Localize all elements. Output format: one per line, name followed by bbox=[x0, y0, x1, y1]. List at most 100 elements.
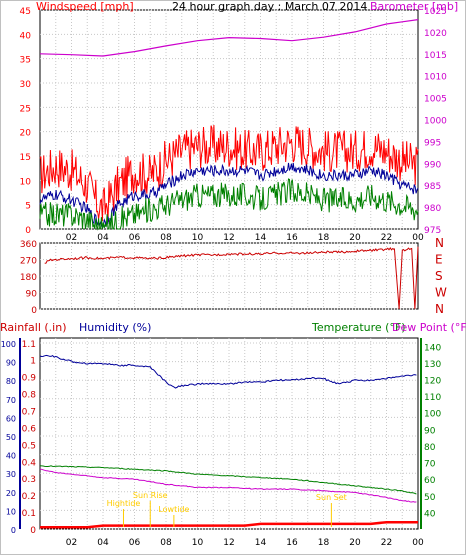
temperature-y-tick: 120 bbox=[424, 377, 441, 387]
direction-y-tick: 180 bbox=[20, 273, 37, 283]
barometer-y-tick: 995 bbox=[424, 138, 441, 148]
chart-title: 24 hour graph day : March 07 2014 bbox=[172, 0, 367, 13]
direction-y-tick: 90 bbox=[26, 290, 38, 300]
humidity-y-tick: 30 bbox=[6, 470, 16, 479]
wind-x-tick: 16 bbox=[286, 233, 298, 243]
humidity-y-tick: 100 bbox=[1, 340, 16, 349]
barometer-y-tick: 1025 bbox=[424, 7, 447, 17]
weather-x-tick: 18 bbox=[318, 538, 330, 548]
rain-y-tick: 0 bbox=[30, 526, 36, 536]
temperature-axis-title: Temperature (°F) bbox=[311, 321, 406, 334]
barometer-y-tick: 1005 bbox=[424, 95, 447, 105]
humidity-y-tick: 20 bbox=[6, 489, 16, 498]
barometer-axis-title: Barometer [mb] bbox=[370, 0, 458, 13]
wind-x-tick: 04 bbox=[97, 233, 109, 243]
barometer-y-tick: 1000 bbox=[424, 117, 447, 127]
weather-x-tick: 20 bbox=[349, 538, 361, 548]
dewpoint-line bbox=[39, 468, 417, 503]
barometer-y-tick: 975 bbox=[424, 226, 441, 236]
annotation-label: Lowtide bbox=[158, 505, 189, 514]
temperature-y-tick: 110 bbox=[424, 393, 441, 403]
humidity-y-tick: 70 bbox=[6, 396, 16, 405]
rain-y-tick: 1 bbox=[30, 357, 36, 367]
weather-x-tick: 16 bbox=[286, 538, 298, 548]
temperature-y-tick: 50 bbox=[424, 493, 436, 503]
temperature-y-tick: 70 bbox=[424, 460, 436, 470]
weather-x-tick: 02 bbox=[66, 538, 77, 548]
wind-x-tick: 00 bbox=[412, 233, 424, 243]
humidity-line bbox=[39, 354, 417, 389]
humidity-y-tick: 40 bbox=[6, 452, 16, 461]
wind-minimum-line bbox=[39, 178, 419, 231]
temperature-y-tick: 90 bbox=[424, 426, 436, 436]
weather-x-tick: 00 bbox=[412, 538, 424, 548]
temperature-y-tick: 40 bbox=[424, 509, 436, 519]
rain-y-tick: 0.3 bbox=[22, 475, 36, 485]
wind-x-tick: 10 bbox=[192, 233, 204, 243]
barometer-y-tick: 980 bbox=[424, 204, 441, 214]
wind-gust-line bbox=[39, 124, 419, 222]
humidity-y-tick: 80 bbox=[6, 377, 16, 386]
weather-x-tick: 22 bbox=[381, 538, 392, 548]
rainfall-line bbox=[40, 520, 418, 529]
compass-label: S bbox=[435, 269, 443, 283]
weather-x-tick: 04 bbox=[97, 538, 109, 548]
weather-x-tick: 14 bbox=[255, 538, 267, 548]
weather-x-tick: 12 bbox=[223, 538, 234, 548]
wind-x-tick: 18 bbox=[318, 233, 330, 243]
barometer-y-tick: 990 bbox=[424, 160, 441, 170]
wind-y-tick: 40 bbox=[20, 31, 32, 41]
wind-direction-line bbox=[44, 246, 419, 310]
humidity-y-tick: 50 bbox=[6, 433, 16, 442]
barometer-y-tick: 985 bbox=[424, 182, 441, 192]
rain-y-tick: 0.6 bbox=[22, 424, 37, 434]
wind-x-tick: 08 bbox=[160, 233, 172, 243]
wind-y-tick: 45 bbox=[20, 7, 31, 17]
annotation-label: Sun Rise bbox=[133, 491, 168, 500]
wind-x-tick: 22 bbox=[381, 233, 392, 243]
direction-y-tick: 360 bbox=[20, 240, 37, 250]
temperature-y-tick: 80 bbox=[424, 443, 436, 453]
wind-x-tick: 20 bbox=[349, 233, 361, 243]
temperature-y-tick: 60 bbox=[424, 476, 436, 486]
rain-y-tick: 0.8 bbox=[22, 391, 37, 401]
humidity-y-tick: 10 bbox=[6, 507, 16, 516]
rainfall-axis-title: Rainfall (.in) bbox=[0, 321, 67, 334]
wind-x-tick: 02 bbox=[66, 233, 77, 243]
wind-y-tick: 10 bbox=[20, 177, 32, 187]
humidity-y-tick: 0 bbox=[11, 526, 16, 535]
rain-y-tick: 0.5 bbox=[22, 441, 36, 451]
wind-axis-title: Windspeed [mph] bbox=[36, 0, 134, 13]
barometer-y-tick: 1020 bbox=[424, 29, 447, 39]
temperature-y-tick: 100 bbox=[424, 410, 441, 420]
weather-x-tick: 10 bbox=[192, 538, 204, 548]
compass-label: N bbox=[435, 236, 444, 250]
temperature-y-tick: 140 bbox=[424, 343, 441, 353]
temperature-y-tick: 130 bbox=[424, 360, 441, 370]
wind-y-tick: 25 bbox=[20, 104, 31, 114]
wind-x-tick: 06 bbox=[129, 233, 141, 243]
rain-y-tick: 0.9 bbox=[22, 374, 37, 384]
weather-x-tick: 06 bbox=[129, 538, 141, 548]
wind-x-tick: 14 bbox=[255, 233, 267, 243]
annotation-label: Hightide bbox=[107, 499, 141, 508]
barometer-y-tick: 1010 bbox=[424, 73, 447, 83]
rain-y-tick: 1.1 bbox=[22, 340, 36, 350]
direction-y-tick: 0 bbox=[31, 306, 37, 316]
weather-x-tick: 08 bbox=[160, 538, 172, 548]
compass-label: E bbox=[435, 253, 443, 267]
dewpoint-axis-title: Dew Point (°F) bbox=[392, 321, 466, 334]
annotation-label: Sun Set bbox=[316, 493, 347, 502]
barometer-line bbox=[39, 19, 419, 57]
wind-y-tick: 5 bbox=[25, 202, 31, 212]
humidity-axis-title: Humidity (%) bbox=[79, 321, 151, 334]
humidity-y-tick: 90 bbox=[6, 359, 16, 368]
compass-label: N bbox=[435, 302, 444, 316]
barometer-y-tick: 1015 bbox=[424, 51, 447, 61]
direction-y-tick: 270 bbox=[20, 257, 37, 267]
temperature-line bbox=[39, 465, 417, 495]
wind-y-tick: 0 bbox=[25, 226, 31, 236]
wind-x-tick: 12 bbox=[223, 233, 234, 243]
